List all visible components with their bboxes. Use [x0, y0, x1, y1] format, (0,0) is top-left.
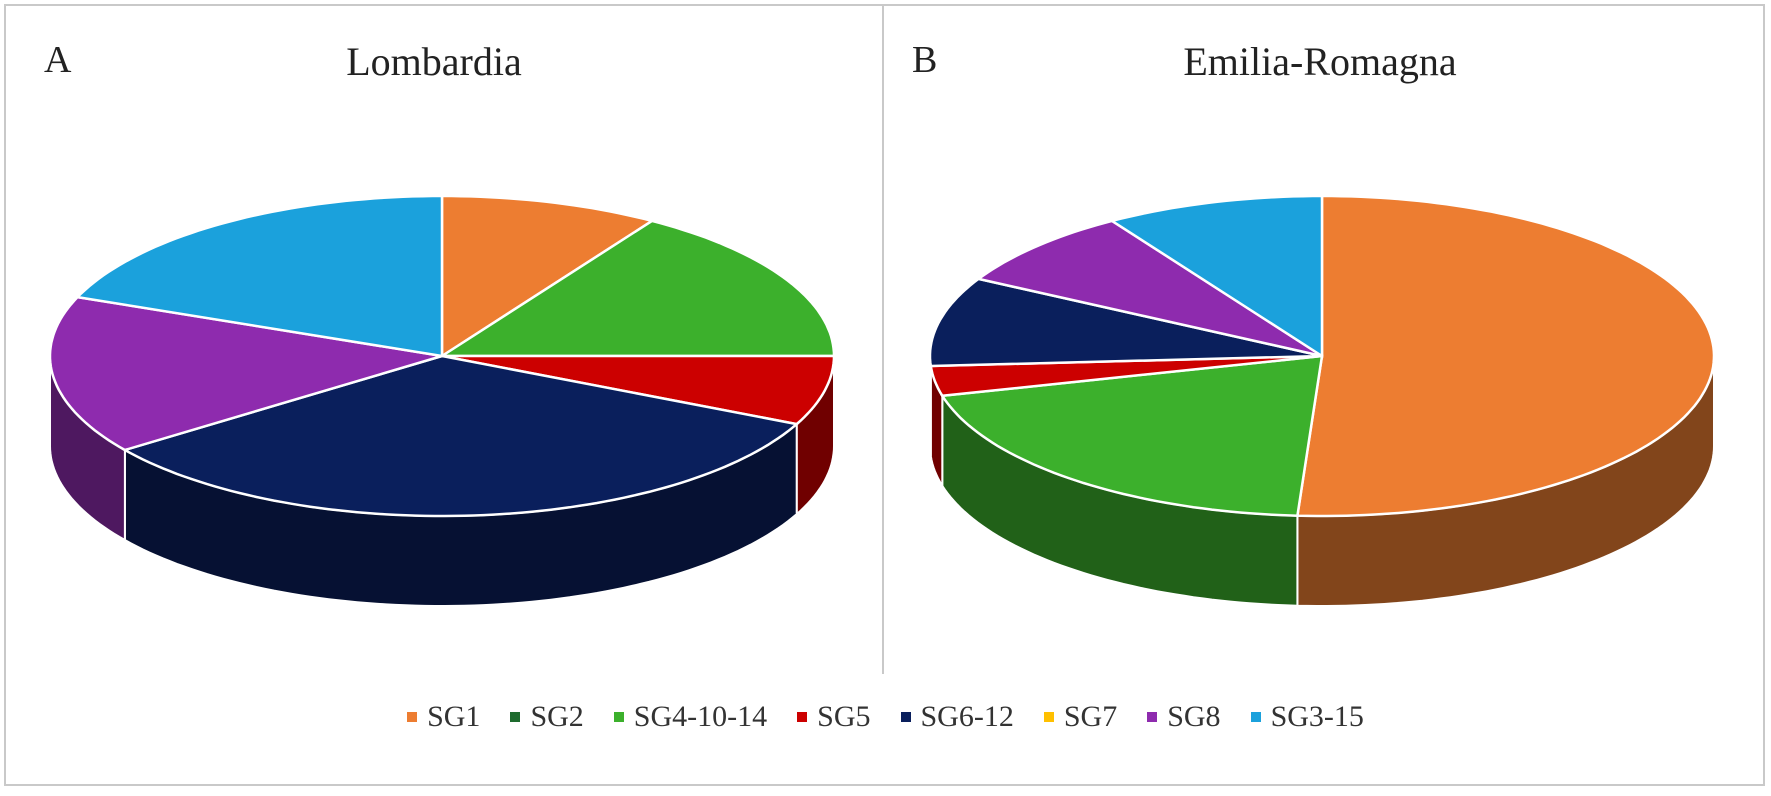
legend-swatch: [1250, 712, 1261, 722]
legend: SG1 SG2 SG4-10-14 SG5 SG6-12 SG7 SG8 SG3-15: [0, 700, 1771, 734]
pie-slice-SG4-10-14: [940, 354, 1324, 517]
panel-a-letter: A: [44, 39, 72, 81]
pie-slice-SG3-15: [1108, 194, 1324, 359]
pie-slice-SG6-12: [928, 277, 1323, 368]
legend-item: SG4-10-14: [613, 700, 768, 734]
panel-divider: [882, 4, 884, 674]
legend-item: SG3-15: [1250, 700, 1364, 734]
legend-swatch: [1147, 712, 1158, 722]
legend-item: SG6-12: [900, 700, 1014, 734]
legend-label: SG1: [427, 700, 481, 733]
legend-item: SG2: [510, 700, 584, 734]
legend-item: SG7: [1043, 700, 1118, 734]
pie-slice-SG8: [48, 295, 443, 452]
legend-swatch: [510, 712, 521, 722]
pie-slice-SG8: [975, 219, 1323, 358]
legend-swatch: [407, 712, 418, 722]
pie-slice-SG3-15: [74, 194, 444, 358]
legend-swatch: [900, 712, 911, 722]
legend-label: SG6-12: [920, 700, 1014, 733]
legend-label: SG4-10-14: [633, 700, 768, 733]
panel-b-letter: B: [912, 39, 938, 81]
legend-label: SG7: [1063, 700, 1118, 733]
pie-slice-SG1: [440, 194, 656, 359]
legend-item: SG8: [1147, 700, 1221, 734]
legend-swatch: [613, 712, 624, 722]
legend-label: SG5: [817, 700, 871, 733]
pie-slice-SG5: [441, 354, 836, 426]
pie-slice-SG1: [1295, 194, 1716, 518]
panel-b-title: Emilia-Romagna: [1183, 39, 1457, 84]
legend-swatch: [797, 712, 808, 722]
figure-frame: [4, 4, 1765, 786]
pie-B: [928, 194, 1716, 607]
legend-label: SG3-15: [1270, 700, 1364, 733]
pie-slice-SG6-12: [121, 354, 800, 518]
pie-slice-SG5: [929, 354, 1323, 398]
legend-swatch: [1043, 712, 1054, 722]
panel-a-title: Lombardia: [346, 39, 522, 84]
pie-slice-SG4-10-14: [437, 219, 836, 358]
pie-A: [48, 194, 836, 607]
legend-item: SG5: [797, 700, 871, 734]
legend-item: SG1: [407, 700, 480, 734]
legend-label: SG8: [1167, 700, 1221, 733]
legend-label: SG2: [530, 700, 584, 733]
